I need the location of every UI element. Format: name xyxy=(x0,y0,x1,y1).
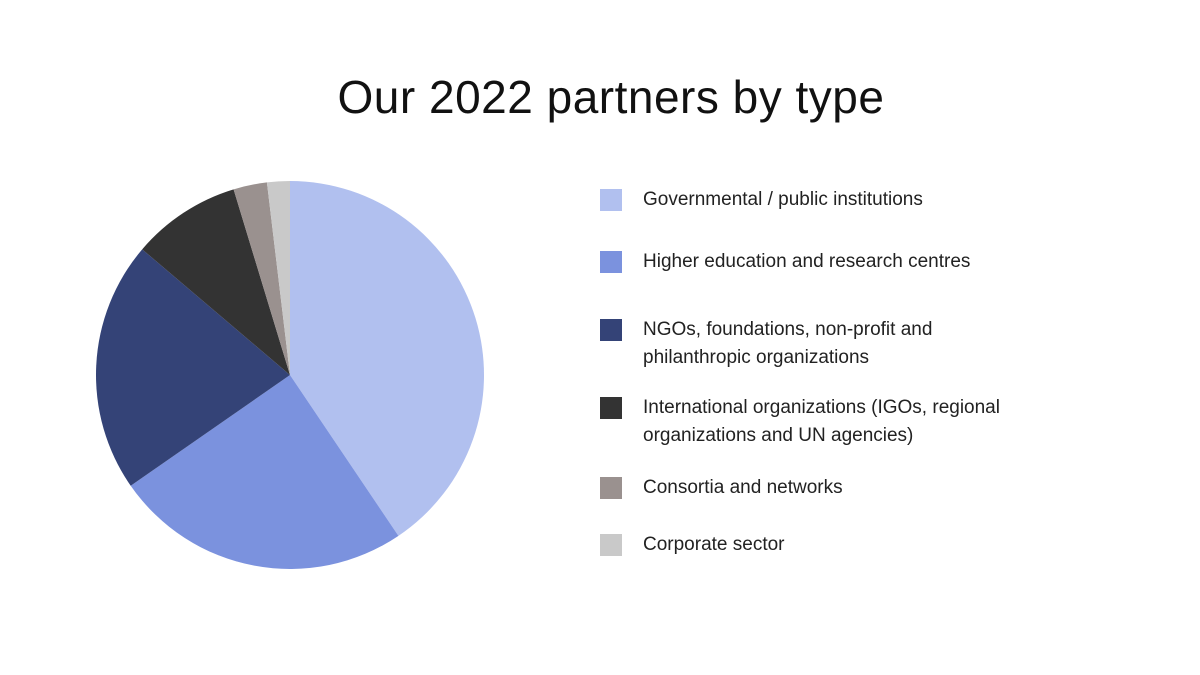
legend-swatch xyxy=(600,189,622,211)
legend-label: International organizations (IGOs, regio… xyxy=(643,397,1000,446)
chart-title: Our 2022 partners by type xyxy=(337,71,885,123)
pie-slice-4 xyxy=(233,182,290,375)
legend-label: Consortia and networks xyxy=(643,477,843,498)
legend-swatch xyxy=(600,477,622,499)
legend-swatch xyxy=(600,251,622,273)
pie-chart xyxy=(95,181,484,569)
legend-label: Higher education and research centres xyxy=(643,251,971,272)
legend-swatch xyxy=(600,534,622,556)
pie-slice-1 xyxy=(130,375,399,569)
legend-label: NGOs, foundations, non-profit and philan… xyxy=(643,319,933,368)
legend-swatch xyxy=(600,397,622,419)
pie-slice-3 xyxy=(142,189,290,375)
legend-item: Consortia and networks xyxy=(600,477,843,502)
legend-item: International organizations (IGOs, regio… xyxy=(600,397,1043,450)
legend-swatch xyxy=(600,319,622,341)
pie-slice-5 xyxy=(266,181,290,375)
legend-label: Corporate sector xyxy=(643,534,785,555)
legend-item: Higher education and research centres xyxy=(600,251,970,276)
legend-item: Governmental / public institutions xyxy=(600,189,923,214)
legend-item: NGOs, foundations, non-profit and philan… xyxy=(600,319,983,372)
pie-slice-0 xyxy=(290,181,484,536)
legend-label: Governmental / public institutions xyxy=(643,189,923,210)
legend-item: Corporate sector xyxy=(600,534,785,559)
pie-slice-2 xyxy=(95,249,290,486)
